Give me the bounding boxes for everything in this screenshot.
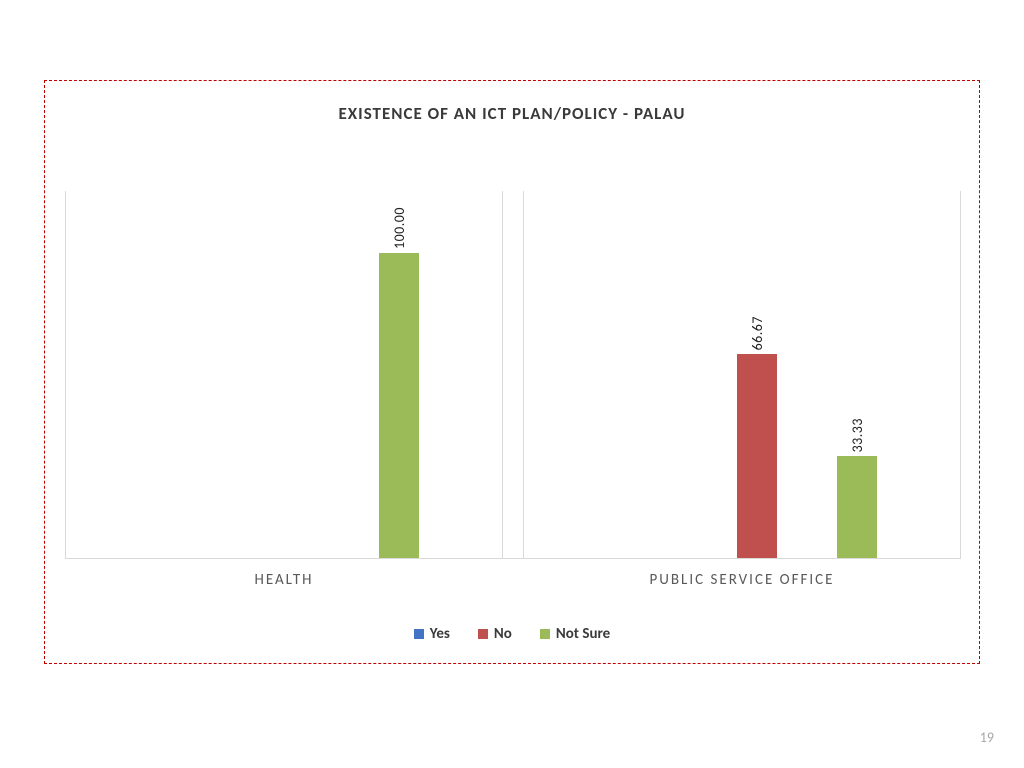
category-label-pso: PUBLIC SERVICE OFFICE <box>523 571 961 589</box>
legend-label: No <box>494 625 512 643</box>
bar <box>737 354 777 558</box>
plot-area: 100.00 66.67 33.33 <box>65 191 961 559</box>
bar-value-label: 100.00 <box>391 207 408 249</box>
bar-pso-no: 66.67 <box>737 191 777 558</box>
legend-item-notsure: Not Sure <box>540 625 610 643</box>
legend: Yes No Not Sure <box>45 625 979 643</box>
bar-pso-notsure: 33.33 <box>837 191 877 558</box>
legend-label: Yes <box>430 625 450 643</box>
legend-item-yes: Yes <box>414 625 450 643</box>
chart-title: EXISTENCE OF AN ICT PLAN/POLICY - PALAU <box>45 103 979 124</box>
category-axis: HEALTH PUBLIC SERVICE OFFICE <box>65 571 961 601</box>
bar <box>379 253 419 558</box>
legend-label: Not Sure <box>556 625 610 643</box>
category-group-pso: 66.67 33.33 <box>523 191 961 558</box>
legend-swatch-yes <box>414 629 424 639</box>
bar-value-label: 33.33 <box>849 418 866 452</box>
bar-health-notsure: 100.00 <box>379 191 419 558</box>
category-group-health: 100.00 <box>65 191 503 558</box>
bar <box>837 456 877 558</box>
legend-item-no: No <box>478 625 512 643</box>
chart-container: EXISTENCE OF AN ICT PLAN/POLICY - PALAU … <box>44 80 980 664</box>
page-number: 19 <box>980 729 994 746</box>
bar-value-label: 66.67 <box>749 316 766 350</box>
legend-swatch-notsure <box>540 629 550 639</box>
legend-swatch-no <box>478 629 488 639</box>
category-label-health: HEALTH <box>65 571 503 589</box>
